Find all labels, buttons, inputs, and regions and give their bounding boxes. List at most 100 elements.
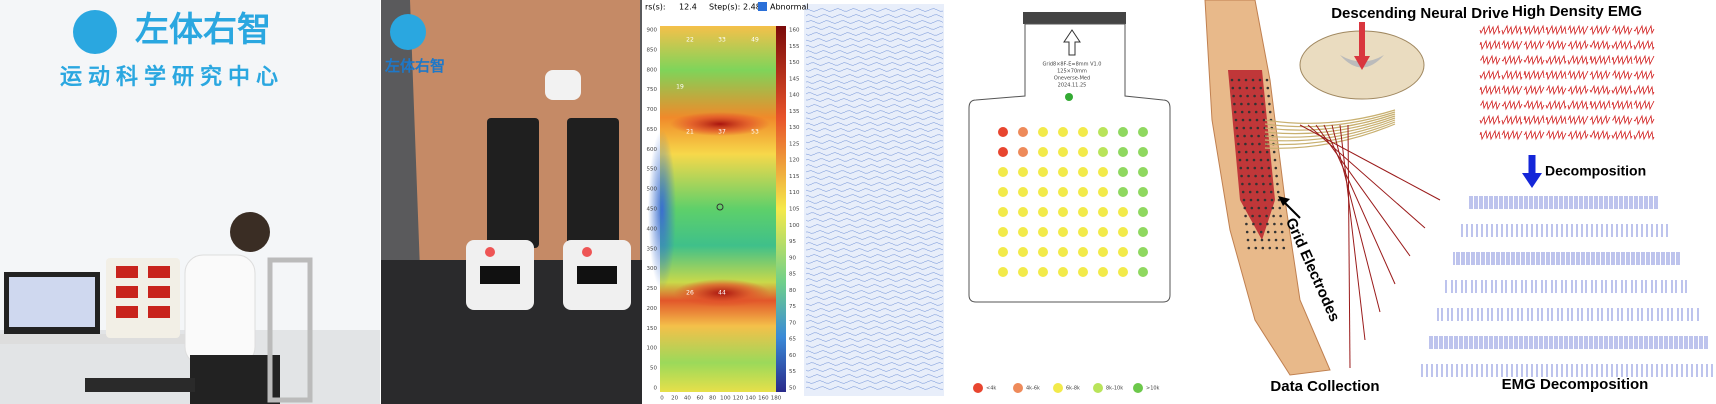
x-tick-label: 40	[684, 396, 691, 402]
grid-electrode	[1265, 78, 1269, 82]
arrow	[1522, 173, 1542, 188]
grid-electrode	[1249, 126, 1253, 130]
hd-emg-trace	[1589, 84, 1611, 96]
electrode	[1118, 187, 1128, 197]
grid-electrode	[1275, 246, 1279, 250]
electrode	[1118, 167, 1128, 177]
grid-electrode	[1259, 222, 1262, 226]
electrode	[1098, 247, 1108, 257]
grid-electrode	[1247, 102, 1250, 106]
legend-swatch	[1133, 383, 1143, 393]
legend-label: 6k-8k	[1066, 386, 1080, 392]
electrode	[1078, 187, 1088, 197]
electrode	[1098, 147, 1108, 157]
emg-trace	[805, 164, 944, 168]
pointer-line	[1299, 124, 1441, 201]
x-tick-label: 80	[709, 396, 716, 402]
electrode	[1118, 267, 1128, 277]
electrode	[1038, 247, 1048, 257]
hd-emg-trace	[1545, 54, 1567, 66]
grid-electrode	[1251, 78, 1255, 82]
hd-emg-trace	[1589, 114, 1611, 126]
grid-electrode	[1262, 182, 1265, 186]
electrode	[1098, 187, 1108, 197]
hd-emg-trace	[1480, 54, 1501, 66]
ground	[1065, 93, 1073, 101]
electrode	[1118, 147, 1128, 157]
emg-trace	[805, 68, 944, 72]
emg-trace	[805, 266, 944, 270]
lead-wire	[1264, 123, 1396, 149]
hd-emg-trace	[1545, 69, 1567, 81]
electrode	[1078, 227, 1088, 237]
grid-electrode	[1246, 94, 1249, 98]
grid-electrode	[1273, 158, 1277, 162]
electrode	[1018, 267, 1028, 277]
grid-electrode	[1266, 86, 1270, 90]
grid-electrode	[1241, 190, 1245, 194]
y-tick-label: 450	[647, 207, 658, 213]
hd-emg-trace	[1545, 114, 1567, 126]
emg-trace	[805, 56, 944, 60]
board-label: Oneverse-Med	[1054, 76, 1090, 82]
emg-trace	[805, 314, 944, 318]
grid-electrode	[1266, 222, 1269, 226]
grid-electrode	[1268, 102, 1271, 106]
grid-electrode	[1246, 166, 1250, 170]
grid-electrode	[1263, 198, 1267, 202]
hd-emg-trace	[1523, 69, 1545, 81]
marker	[716, 203, 724, 211]
person-head	[230, 212, 270, 252]
grid-electrode	[1266, 158, 1270, 162]
cell-label: 21	[686, 129, 694, 136]
grid-electrode	[1261, 110, 1265, 114]
label: Descending Neural Drive	[1331, 5, 1509, 22]
emg-trace	[805, 176, 944, 180]
grid-electrode	[1270, 198, 1274, 202]
emg-trace	[805, 194, 944, 198]
electrode	[1138, 167, 1148, 177]
grid-electrode	[1239, 94, 1242, 98]
button	[582, 247, 592, 257]
grid-electrode	[1265, 150, 1269, 154]
board-label: 125×70mm	[1057, 69, 1087, 75]
emg-trace	[805, 158, 944, 162]
hd-emg-trace	[1633, 69, 1655, 81]
amp-screen	[480, 266, 520, 284]
emg-trace	[805, 284, 944, 288]
colorbar-tick: 90	[789, 255, 796, 261]
hd-emg-trace	[1567, 24, 1589, 36]
emg-trace	[805, 254, 944, 258]
colorbar-tick: 80	[789, 288, 796, 294]
grid-electrode	[1250, 206, 1254, 210]
emg-trace	[805, 32, 944, 36]
hd-emg-trace	[1633, 24, 1655, 36]
colorbar	[776, 26, 786, 392]
emg-trace	[805, 338, 944, 342]
hd-emg-trace	[1479, 24, 1501, 36]
hd-emg-trace	[1501, 114, 1523, 126]
electrode	[1058, 147, 1068, 157]
electrode	[1038, 167, 1048, 177]
grid-electrode	[1240, 110, 1244, 114]
emg-trace	[805, 302, 944, 306]
lead-wire	[1264, 109, 1396, 124]
grid-electrode	[1256, 198, 1260, 202]
cell-label: 33	[718, 37, 726, 44]
y-tick-label: 150	[647, 326, 658, 332]
device-slots	[116, 266, 170, 318]
hd-emg-trace	[1501, 84, 1523, 96]
logo-icon	[73, 10, 117, 54]
pointer	[1278, 196, 1290, 206]
lead-wire	[1264, 111, 1396, 128]
grid-electrode	[1260, 94, 1263, 98]
grid-electrode	[1282, 246, 1286, 250]
hd-emg-trace	[1523, 84, 1545, 96]
colorbar-tick: 105	[789, 207, 800, 213]
electrode	[1138, 187, 1148, 197]
grid-electrode	[1244, 150, 1248, 154]
grid-electrode	[1230, 78, 1234, 82]
hd-emg-trace	[1567, 39, 1589, 51]
hd-emg-trace	[1589, 54, 1611, 66]
